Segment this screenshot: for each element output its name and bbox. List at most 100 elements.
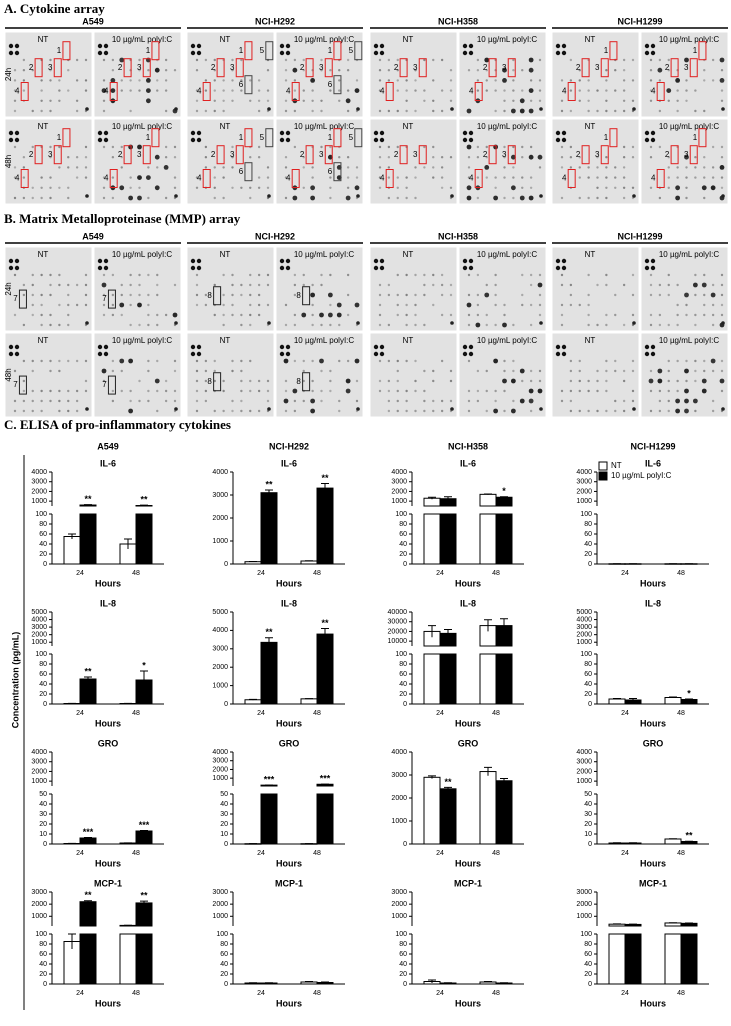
blot-spot	[432, 99, 435, 103]
blot-spot	[285, 344, 291, 350]
blot-spot	[519, 98, 525, 104]
blot-spot	[266, 399, 270, 403]
blot-spot	[449, 156, 453, 159]
blot-spot	[622, 69, 626, 72]
blot-spot	[605, 273, 608, 277]
blot-spot	[147, 69, 150, 72]
blot-spot	[338, 69, 341, 72]
blot-spot	[605, 69, 608, 72]
blot-spot	[450, 107, 454, 111]
y-tick-label: 2000	[212, 901, 228, 908]
blot-spot	[138, 283, 141, 287]
bar	[624, 933, 642, 985]
blot-spot	[631, 79, 635, 82]
y-tick-label: 0	[43, 561, 47, 568]
blot-spot	[267, 321, 271, 325]
blot-spot	[405, 389, 408, 393]
y-tick-label: 5000	[576, 609, 592, 616]
blot-spot	[345, 388, 351, 394]
blot-spot	[462, 130, 468, 136]
significance: ***	[83, 827, 94, 837]
blot-spot	[222, 293, 225, 297]
blot-spot	[346, 313, 350, 317]
blot-spot	[285, 265, 291, 271]
blot-spot	[676, 176, 679, 179]
blot-spot	[676, 313, 679, 317]
blot-spot	[31, 303, 34, 307]
blot-spot	[101, 282, 107, 288]
blot-spot	[622, 109, 626, 113]
blot-spot	[644, 351, 650, 357]
blot-spot	[222, 313, 225, 317]
blot-spot	[493, 358, 499, 364]
blot-spot	[467, 409, 471, 413]
blot-spot	[310, 398, 316, 404]
blot-spot	[164, 156, 168, 159]
error-bar	[428, 775, 436, 779]
blot-spot	[119, 302, 125, 308]
blot-spot	[631, 293, 635, 297]
blot-spot	[338, 79, 341, 82]
blot-spot	[405, 89, 408, 92]
blot-spot	[596, 323, 599, 327]
y-tick-label: 1000	[576, 639, 592, 646]
blot-image	[369, 332, 458, 418]
blot-spot	[13, 79, 17, 82]
blot-spot	[164, 145, 168, 149]
blot-spot	[538, 293, 542, 297]
blot-spot	[587, 273, 590, 277]
blot-spot	[354, 88, 360, 93]
blot-spot	[58, 323, 61, 327]
blot-spot	[311, 303, 314, 307]
y-tick-label: 20	[584, 691, 592, 698]
blot-spot	[257, 145, 261, 149]
blot-spot	[537, 154, 543, 160]
blot-spot	[569, 303, 573, 307]
blot-spot	[31, 293, 34, 297]
blot-spot	[432, 273, 435, 277]
blot-spot	[195, 409, 199, 413]
y-tick-label: 10	[584, 831, 592, 838]
blot-spot	[719, 165, 725, 170]
y-tick-label: 3000	[391, 889, 407, 896]
blot-spot	[650, 351, 656, 357]
blot-spot	[266, 89, 270, 92]
blot-spot	[31, 369, 34, 373]
y-tick-label: 100	[216, 931, 228, 938]
blot-spot	[539, 107, 543, 111]
blot-spot	[622, 99, 626, 103]
spot-label: 2	[118, 63, 123, 72]
condition-label: 10 µg/mL polyI:C	[112, 35, 173, 44]
blot-spot	[22, 399, 26, 403]
y-tick-label: 40	[399, 681, 407, 688]
blot-spot	[267, 407, 271, 411]
blot-spot	[631, 273, 635, 277]
blot-spot	[667, 293, 670, 297]
blot-spot	[267, 194, 271, 198]
blot-spot	[14, 137, 20, 143]
blot-spot	[279, 137, 285, 143]
blot-spot	[292, 388, 298, 394]
blot-spot	[249, 196, 252, 200]
significance: **	[321, 618, 329, 628]
bar	[439, 653, 457, 705]
blot-spot	[521, 176, 524, 179]
blot-spot	[266, 69, 270, 72]
blot-spot	[336, 302, 342, 308]
blot-spot	[466, 185, 472, 191]
blot-spot	[147, 273, 150, 277]
blot-spot	[494, 79, 497, 82]
blot-spot	[31, 283, 34, 287]
significance: **	[265, 627, 273, 637]
spot-label: 1	[57, 133, 62, 142]
blot-spot	[196, 351, 202, 357]
blot-spot	[284, 196, 288, 200]
significance: **	[84, 494, 92, 504]
blot-spot	[711, 399, 715, 403]
blot-spot	[129, 323, 132, 327]
blot-spot	[685, 196, 688, 200]
condition-label: NT	[38, 250, 49, 259]
blot-spot	[396, 273, 399, 277]
condition-label: NT	[220, 122, 231, 131]
spot-label: 3	[595, 63, 600, 72]
